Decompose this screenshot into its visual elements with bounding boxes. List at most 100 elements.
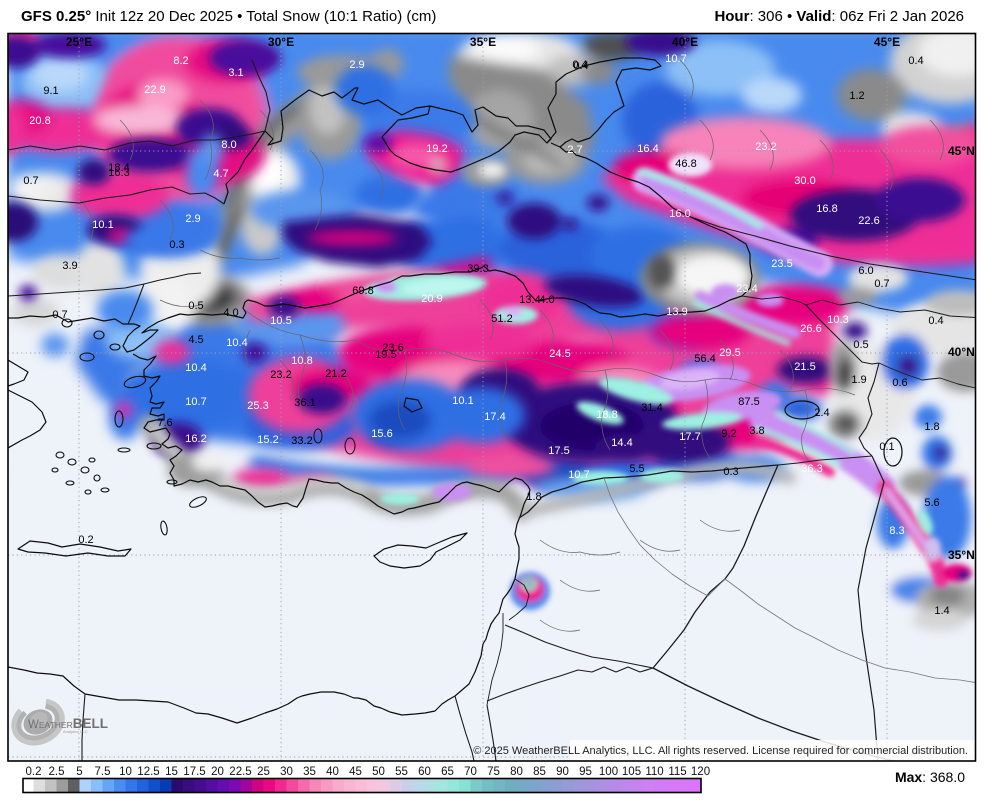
svg-text:0.6: 0.6 (892, 377, 907, 389)
svg-text:70: 70 (464, 766, 477, 778)
svg-text:6.0: 6.0 (858, 265, 873, 277)
svg-text:0.5: 0.5 (853, 339, 868, 351)
svg-text:46.8: 46.8 (675, 158, 696, 170)
svg-text:10: 10 (119, 766, 132, 778)
svg-text:51.2: 51.2 (491, 313, 512, 325)
svg-text:85: 85 (533, 766, 546, 778)
svg-text:36.3: 36.3 (801, 463, 822, 475)
svg-text:36.1: 36.1 (294, 397, 315, 409)
svg-text:9.2: 9.2 (721, 428, 736, 440)
svg-text:4.0: 4.0 (223, 307, 238, 319)
svg-text:10.8: 10.8 (291, 355, 312, 367)
svg-text:© 2025 WeatherBELL Analytics,: © 2025 WeatherBELL Analytics, LLC. All r… (473, 745, 968, 757)
svg-text:4.0: 4.0 (539, 294, 554, 306)
svg-text:1.8: 1.8 (924, 421, 939, 433)
svg-text:25°E: 25°E (66, 35, 92, 49)
svg-text:17.5: 17.5 (548, 445, 569, 457)
svg-text:0.7: 0.7 (874, 278, 889, 290)
svg-text:33.2: 33.2 (291, 435, 312, 447)
svg-text:100: 100 (599, 766, 618, 778)
svg-text:21.5: 21.5 (794, 361, 815, 373)
svg-text:12.5: 12.5 (137, 766, 159, 778)
svg-text:17.4: 17.4 (484, 411, 505, 423)
svg-text:5.6: 5.6 (924, 497, 939, 509)
svg-text:45°E: 45°E (874, 35, 900, 49)
svg-text:10.1: 10.1 (92, 219, 113, 231)
svg-text:56.4: 56.4 (694, 353, 715, 365)
svg-text:17.5: 17.5 (183, 766, 205, 778)
svg-text:15.2: 15.2 (257, 434, 278, 446)
svg-text:1.4: 1.4 (934, 605, 949, 617)
svg-text:20.9: 20.9 (421, 293, 442, 305)
svg-text:45°N: 45°N (948, 144, 975, 158)
svg-text:10.7: 10.7 (568, 469, 589, 481)
svg-text:23.4: 23.4 (736, 283, 757, 295)
svg-text:0.3: 0.3 (723, 466, 738, 478)
svg-text:20: 20 (211, 766, 224, 778)
svg-text:WEATHERBELL: WEATHERBELL (28, 716, 108, 731)
svg-text:8.2: 8.2 (173, 55, 188, 67)
svg-text:0.3: 0.3 (169, 239, 184, 251)
svg-text:23.2: 23.2 (755, 141, 776, 153)
svg-text:35°E: 35°E (470, 35, 496, 49)
svg-text:50: 50 (372, 766, 385, 778)
svg-text:19.5: 19.5 (375, 349, 396, 361)
svg-text:25.3: 25.3 (247, 400, 268, 412)
svg-text:13.4: 13.4 (519, 294, 540, 306)
svg-text:120: 120 (691, 766, 710, 778)
svg-text:115: 115 (668, 766, 686, 778)
svg-text:15.6: 15.6 (371, 428, 392, 440)
svg-text:10.3: 10.3 (827, 314, 848, 326)
svg-text:13.9: 13.9 (666, 306, 687, 318)
svg-text:45: 45 (349, 766, 362, 778)
svg-text:3.1: 3.1 (228, 67, 243, 79)
svg-text:0.7: 0.7 (52, 309, 67, 321)
svg-text:10.4: 10.4 (185, 362, 206, 374)
svg-text:10.7: 10.7 (185, 396, 206, 408)
svg-text:4.7: 4.7 (213, 168, 228, 180)
svg-text:23.5: 23.5 (771, 258, 792, 270)
svg-text:40°E: 40°E (672, 35, 698, 49)
svg-text:40°N: 40°N (948, 345, 975, 359)
svg-text:1.8: 1.8 (526, 491, 541, 503)
svg-text:90: 90 (556, 766, 569, 778)
svg-text:10.7: 10.7 (665, 53, 686, 65)
svg-text:31.4: 31.4 (641, 402, 662, 414)
svg-text:26.6: 26.6 (800, 323, 821, 335)
svg-text:16.2: 16.2 (185, 433, 206, 445)
svg-text:80: 80 (510, 766, 523, 778)
svg-text:30: 30 (280, 766, 293, 778)
svg-text:16.4: 16.4 (637, 143, 658, 155)
svg-text:0.1: 0.1 (879, 441, 894, 453)
svg-text:4.5: 4.5 (188, 334, 203, 346)
svg-text:5.5: 5.5 (629, 463, 644, 475)
svg-text:0.4: 0.4 (572, 59, 587, 71)
svg-text:23.2: 23.2 (270, 369, 291, 381)
svg-text:29.5: 29.5 (719, 347, 740, 359)
svg-text:20.8: 20.8 (29, 115, 50, 127)
svg-text:16.0: 16.0 (669, 208, 690, 220)
svg-text:2.5: 2.5 (49, 766, 65, 778)
svg-text:0.4: 0.4 (573, 60, 588, 72)
svg-text:24.5: 24.5 (549, 348, 570, 360)
svg-text:18.4: 18.4 (108, 162, 129, 174)
svg-text:17.7: 17.7 (679, 431, 700, 443)
svg-text:2.7: 2.7 (567, 144, 582, 156)
svg-text:0.4: 0.4 (928, 315, 943, 327)
svg-text:0.2: 0.2 (26, 766, 42, 778)
svg-text:2.9: 2.9 (185, 213, 200, 225)
svg-text:110: 110 (645, 766, 663, 778)
svg-text:55: 55 (395, 766, 408, 778)
svg-text:10.1: 10.1 (452, 395, 473, 407)
svg-text:1.9: 1.9 (851, 374, 866, 386)
svg-text:3.9: 3.9 (62, 260, 77, 272)
svg-text:10.5: 10.5 (270, 315, 291, 327)
svg-text:2.4: 2.4 (814, 407, 829, 419)
svg-text:2.9: 2.9 (349, 59, 364, 71)
svg-text:25: 25 (257, 766, 270, 778)
svg-text:5: 5 (76, 766, 82, 778)
svg-text:21.2: 21.2 (325, 368, 346, 380)
svg-text:18.8: 18.8 (596, 409, 617, 421)
svg-text:1.2: 1.2 (849, 90, 864, 102)
svg-text:16.8: 16.8 (816, 203, 837, 215)
